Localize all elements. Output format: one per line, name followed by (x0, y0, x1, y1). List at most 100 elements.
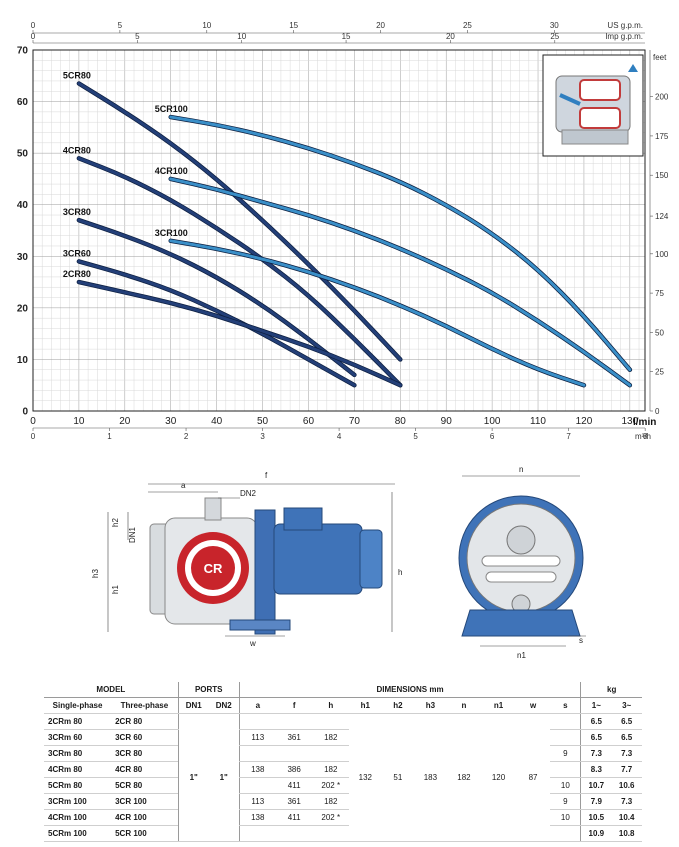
cell-s (550, 761, 581, 778)
cell-f: 386 (275, 761, 313, 778)
us-gpm-label: US g.p.m. (607, 21, 643, 30)
cell-h2: 51 (381, 713, 415, 842)
cell-a (238, 713, 276, 730)
cell-h: 202 * (312, 777, 350, 794)
header-s: s (550, 697, 581, 714)
imp-gpm-tick-label: 10 (237, 32, 246, 41)
cell-three-phase: 4CR 80 (111, 761, 179, 778)
cell-h: 202 * (312, 809, 350, 826)
pump-front-view: n n1 s (458, 465, 586, 660)
cell-dn2: 1" (208, 713, 240, 842)
series-label-3cr100: 3CR100 (155, 228, 188, 238)
header-n: n (446, 697, 482, 714)
cell-f: 411 (275, 777, 313, 794)
feet-tick-label: 200 (655, 93, 669, 102)
feet-tick-label: 175 (655, 132, 669, 141)
cell-a (238, 825, 276, 842)
cell-three-phase: 5CR 80 (111, 777, 179, 794)
feet-tick-label: 75 (655, 289, 664, 298)
cell-single-phase: 3CRm 100 (44, 793, 112, 810)
x-tick-label: 10 (73, 416, 85, 427)
y-tick-label: 30 (17, 252, 29, 263)
x-axis-label: l/min (633, 417, 656, 428)
cell-dn1: 1" (177, 713, 209, 842)
series-label-3cr60: 3CR60 (63, 248, 91, 258)
cell-three-phase: 3CR 60 (111, 729, 179, 746)
dim-s-label: s (579, 636, 583, 645)
feet-tick-label: 50 (655, 328, 664, 337)
dim-w-label: w (249, 639, 256, 648)
plot-frame (32, 49, 646, 412)
m3h-tick-label: 4 (337, 432, 342, 441)
chart-series: 5CR80 4CR80 3CR80 3CR60 2CR80 5CR100 4CR100 3CR… (63, 71, 633, 388)
x-tick-label: 100 (484, 416, 501, 427)
header-f: f (275, 697, 313, 714)
series-label-2cr80: 2CR80 (63, 269, 91, 279)
cell-kg-three: 7.3 (611, 793, 642, 810)
cell-s (550, 713, 581, 730)
cell-w: 87 (515, 713, 551, 842)
m3h-tick-label: 5 (413, 432, 418, 441)
cell-n: 182 (446, 713, 482, 842)
header-model: MODEL (44, 682, 179, 698)
x-tick-label: 80 (395, 416, 407, 427)
cell-a: 113 (238, 793, 276, 810)
header-kg1: 1~ (580, 697, 612, 714)
us-gpm-tick-label: 5 (118, 21, 123, 30)
us-gpm-tick-label: 25 (463, 21, 472, 30)
cell-kg-three: 6.5 (611, 713, 642, 730)
cell-kg-three: 10.8 (611, 825, 642, 842)
table-row: 3CRm 80 3CR 80 9 7.3 7.3 (44, 745, 642, 762)
m3h-tick-label: 0 (31, 432, 36, 441)
table-row: 5CRm 100 5CR 100 10.9 10.8 (44, 825, 642, 842)
imp-gpm-tick-label: 15 (342, 32, 351, 41)
cell-single-phase: 4CRm 100 (44, 809, 112, 826)
cell-kg-single: 7.9 (580, 793, 612, 810)
series-outline-4cr80 (76, 156, 403, 388)
cell-f: 361 (275, 729, 313, 746)
header-ports: PORTS (177, 682, 240, 698)
y-tick-label: 50 (17, 149, 29, 160)
table-row: 3CRm 60 3CR 60 113 361 182 6.5 6.5 (44, 729, 642, 746)
header-dn1: DN1 (177, 697, 209, 714)
cell-f (275, 825, 313, 842)
feet-tick-label: 25 (655, 368, 664, 377)
pump-cutaway-inset (542, 54, 644, 157)
x-tick-label: 20 (119, 416, 131, 427)
m3h-tick-label: 8 (643, 432, 648, 441)
series-label-4cr80: 4CR80 (63, 145, 91, 155)
series-line-5cr100 (169, 115, 632, 372)
header-n1: n1 (481, 697, 516, 714)
x-tick-label: 110 (530, 416, 546, 427)
cell-a (238, 777, 276, 794)
cell-h (312, 825, 350, 842)
cell-s (550, 729, 581, 746)
feet-tick-label: 0 (655, 407, 660, 416)
series-line-3cr60 (77, 259, 356, 387)
header-h3: h3 (414, 697, 447, 714)
series-line-4cr80 (77, 156, 402, 387)
cell-kg-single: 10.5 (580, 809, 612, 826)
us-gpm-tick-label: 0 (31, 21, 36, 30)
cell-three-phase: 3CR 80 (111, 745, 179, 762)
y-tick-label: 0 (22, 407, 28, 418)
pump-side-view: CR f a DN2 DN1 h2 h3 h1 h w (91, 471, 402, 648)
cell-three-phase: 2CR 80 (111, 713, 179, 730)
cell-h (312, 713, 350, 730)
cell-h: 182 (312, 793, 350, 810)
cell-s: 10 (550, 809, 581, 826)
feet-label: feet (653, 53, 667, 62)
x-tick-label: 60 (303, 416, 315, 427)
table-row: 3CRm 100 3CR 100 113 361 182 9 7.9 7.3 (44, 793, 642, 810)
x-tick-label: 30 (165, 416, 177, 427)
cell-single-phase: 2CRm 80 (44, 713, 112, 730)
dim-dn1-label: DN1 (128, 526, 137, 543)
dimensions-table: MODEL PORTS DIMENSIONS mm kg Single-phas… (44, 682, 642, 842)
cell-three-phase: 5CR 100 (111, 825, 179, 842)
m3h-tick-label: 1 (107, 432, 112, 441)
header-kg: kg (580, 682, 642, 698)
imp-gpm-tick-label: 20 (446, 32, 455, 41)
cell-kg-single: 6.5 (580, 729, 612, 746)
cell-h: 182 (312, 761, 350, 778)
